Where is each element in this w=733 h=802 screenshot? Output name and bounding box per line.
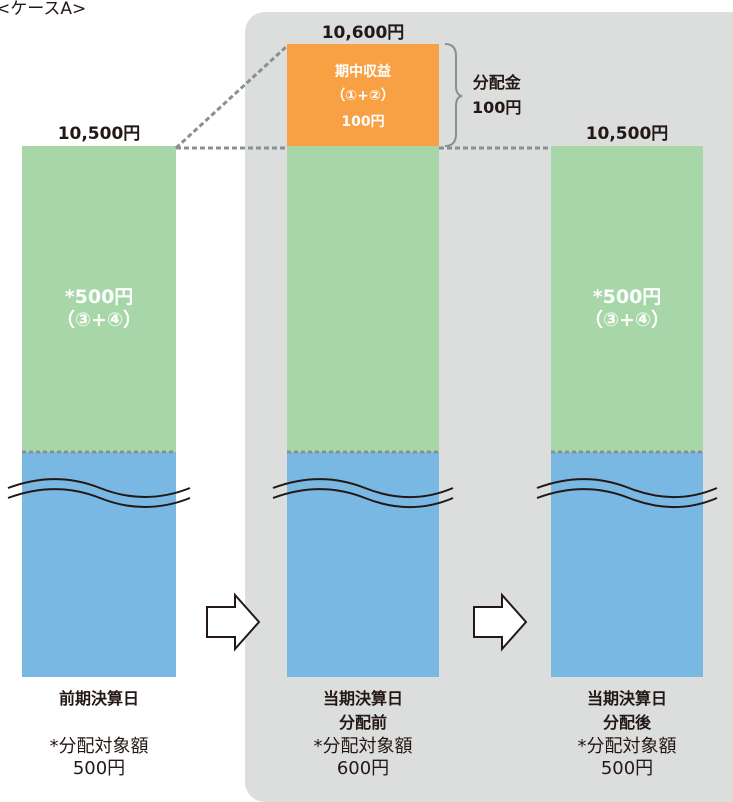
diagram-overlay (7, 43, 718, 652)
col2-caption-2: 分配前 (338, 713, 387, 732)
distribution-bracket (444, 43, 463, 147)
col2-income-label-1: 期中収益 (335, 64, 391, 80)
col3-note-1: *分配対象額 (577, 736, 677, 757)
col3-wave-top (536, 478, 718, 498)
col2-caption-1: 当期決算日 (322, 689, 403, 708)
col2-note-1: *分配対象額 (313, 736, 413, 757)
col1-green-bar: *500円 （③+④） (22, 146, 176, 452)
col1-wave-bottom (7, 488, 191, 508)
col3-caption-1: 当期決算日 (586, 689, 667, 708)
col1-green-label-2: （③+④） (55, 309, 143, 331)
diagonal-dashed-line (174, 44, 289, 150)
col2-wave-top (272, 478, 454, 498)
col3-top-amount: 10,500円 (585, 124, 669, 144)
col3-note-2: 500円 (600, 758, 654, 779)
col3-green-label-2: （③+④） (583, 309, 671, 331)
col2-green-bar (287, 146, 439, 452)
col3-caption-2: 分配後 (602, 713, 651, 732)
col2-income-label-3: 100円 (341, 114, 385, 130)
distribution-label: 分配金 100円 (472, 70, 521, 120)
arrow-right-icon (206, 592, 261, 652)
col2-income-bar: 期中収益 （①+②） 100円 (287, 44, 439, 146)
col2-top-amount: 10,600円 (321, 23, 405, 43)
col3-green-bar: *500円 （③+④） (551, 146, 703, 452)
distribution-label-2: 100円 (472, 98, 522, 117)
col3-green-label-1: *500円 (592, 286, 662, 308)
col2-income-label-2: （①+②） (331, 88, 395, 104)
distribution-label-1: 分配金 (472, 73, 521, 92)
col1-green-label-1: *500円 (64, 286, 134, 308)
col1-note-1: *分配対象額 (49, 736, 149, 757)
col1-top-amount: 10,500円 (57, 124, 141, 144)
wave-break-markers (7, 478, 718, 508)
col2-note-2: 600円 (336, 758, 390, 779)
col1-caption-1: 前期決算日 (58, 689, 139, 708)
col2-wave-bottom (272, 488, 454, 508)
col1-wave-top (7, 478, 191, 498)
col1-note-2: 500円 (72, 758, 126, 779)
arrow-right-icon (473, 592, 528, 652)
col3-wave-bottom (536, 488, 718, 508)
case-label: <ケースA> (0, 0, 87, 19)
